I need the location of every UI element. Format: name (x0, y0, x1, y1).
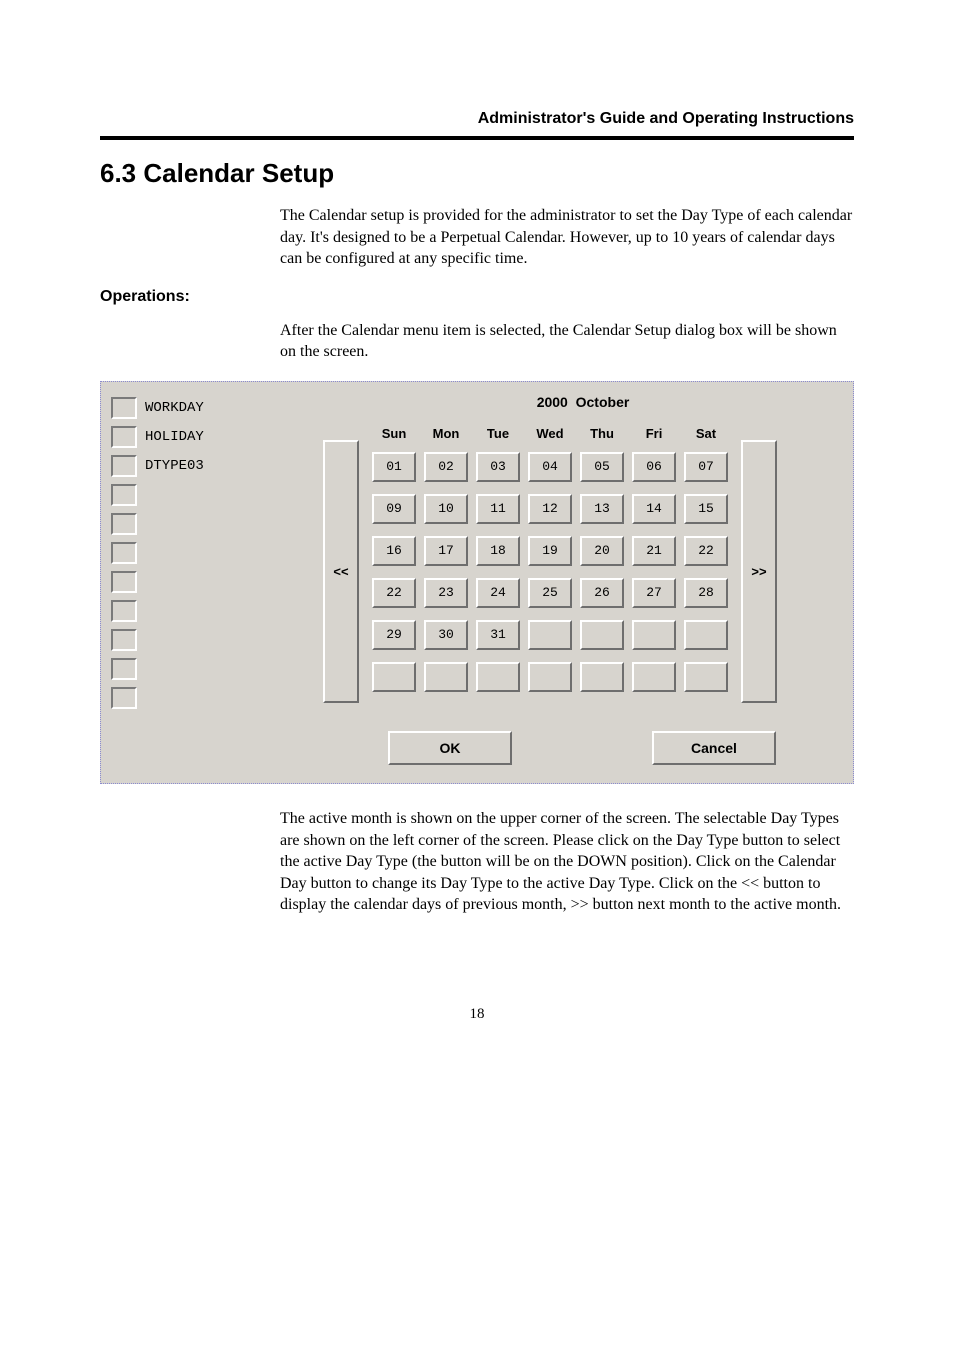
calendar-day-button[interactable] (424, 662, 468, 692)
day-type-swatch[interactable] (111, 600, 137, 622)
calendar-day-button[interactable]: 12 (528, 494, 572, 524)
next-month-button[interactable]: >> (741, 440, 777, 703)
day-type-label: DTYPE03 (145, 458, 204, 474)
calendar-setup-dialog: WORKDAY HOLIDAY DTYPE03 (100, 381, 854, 784)
calendar-day-button[interactable]: 18 (476, 536, 520, 566)
weekday-header: Sun (371, 426, 417, 441)
calendar-day-button[interactable]: 17 (424, 536, 468, 566)
header-rule (100, 136, 854, 140)
weekday-header: Mon (423, 426, 469, 441)
weekday-header: Thu (579, 426, 625, 441)
calendar-day-button[interactable]: 07 (684, 452, 728, 482)
weekday-header: Tue (475, 426, 521, 441)
weekday-header: Sat (683, 426, 729, 441)
day-type-swatch[interactable] (111, 542, 137, 564)
calendar-day-button[interactable]: 20 (580, 536, 624, 566)
explain-paragraph: The active month is shown on the upper c… (280, 808, 854, 916)
calendar-day-button[interactable] (684, 662, 728, 692)
prev-month-button[interactable]: << (323, 440, 359, 703)
calendar-day-button[interactable]: 24 (476, 578, 520, 608)
calendar-day-button[interactable]: 03 (476, 452, 520, 482)
calendar-day-button[interactable]: 06 (632, 452, 676, 482)
calendar-day-button[interactable] (528, 662, 572, 692)
calendar-day-button[interactable]: 28 (684, 578, 728, 608)
calendar-day-button[interactable]: 14 (632, 494, 676, 524)
calendar-day-button[interactable]: 10 (424, 494, 468, 524)
weekday-header: Fri (631, 426, 677, 441)
calendar-day-button[interactable] (372, 662, 416, 692)
day-type-swatch[interactable] (111, 658, 137, 680)
calendar-day-button[interactable]: 13 (580, 494, 624, 524)
day-type-label: HOLIDAY (145, 429, 204, 445)
calendar-day-button[interactable]: 05 (580, 452, 624, 482)
calendar-day-button[interactable]: 31 (476, 620, 520, 650)
calendar-day-button[interactable]: 21 (632, 536, 676, 566)
calendar-day-button[interactable]: 22 (684, 536, 728, 566)
day-type-label: WORKDAY (145, 400, 204, 416)
calendar-day-button[interactable]: 29 (372, 620, 416, 650)
calendar-day-button[interactable]: 09 (372, 494, 416, 524)
calendar-day-button[interactable] (684, 620, 728, 650)
intro-paragraph: The Calendar setup is provided for the a… (280, 205, 854, 270)
day-type-swatch[interactable] (111, 513, 137, 535)
calendar-day-button[interactable]: 02 (424, 452, 468, 482)
calendar-day-button[interactable]: 22 (372, 578, 416, 608)
day-type-swatch[interactable] (111, 455, 137, 477)
day-type-swatch[interactable] (111, 687, 137, 709)
calendar-day-button[interactable]: 27 (632, 578, 676, 608)
day-type-swatch[interactable] (111, 397, 137, 419)
page-header: Administrator's Guide and Operating Inst… (100, 110, 854, 136)
calendar-day-button[interactable] (476, 662, 520, 692)
calendar-day-button[interactable]: 30 (424, 620, 468, 650)
calendar-day-button[interactable]: 11 (476, 494, 520, 524)
calendar-day-button[interactable] (528, 620, 572, 650)
calendar-day-button[interactable]: 19 (528, 536, 572, 566)
calendar-day-button[interactable] (580, 620, 624, 650)
day-type-swatch[interactable] (111, 426, 137, 448)
day-type-swatch[interactable] (111, 484, 137, 506)
calendar-day-button[interactable]: 15 (684, 494, 728, 524)
calendar-day-button[interactable] (632, 620, 676, 650)
cancel-button[interactable]: Cancel (652, 731, 776, 765)
day-type-swatch[interactable] (111, 629, 137, 651)
calendar-day-button[interactable]: 01 (372, 452, 416, 482)
calendar-month: October (576, 394, 630, 410)
operations-heading: Operations: (100, 288, 854, 306)
day-types-list: WORKDAY HOLIDAY DTYPE03 (111, 394, 311, 713)
calendar-day-button[interactable]: 23 (424, 578, 468, 608)
calendar-day-button[interactable]: 04 (528, 452, 572, 482)
calendar-grid: Sun Mon Tue Wed Thu Fri Sat 01 02 03 (365, 416, 735, 703)
ok-button[interactable]: OK (388, 731, 512, 765)
calendar-day-button[interactable] (632, 662, 676, 692)
weekday-header: Wed (527, 426, 573, 441)
calendar-day-button[interactable]: 25 (528, 578, 572, 608)
page-number: 18 (100, 1006, 854, 1023)
operations-intro: After the Calendar menu item is selected… (280, 320, 854, 363)
calendar-title: 2000 October (323, 394, 843, 410)
calendar-day-button[interactable] (580, 662, 624, 692)
calendar-day-button[interactable]: 26 (580, 578, 624, 608)
calendar-year: 2000 (537, 394, 568, 410)
day-type-swatch[interactable] (111, 571, 137, 593)
calendar-day-button[interactable]: 16 (372, 536, 416, 566)
section-title: 6.3 Calendar Setup (100, 158, 854, 189)
